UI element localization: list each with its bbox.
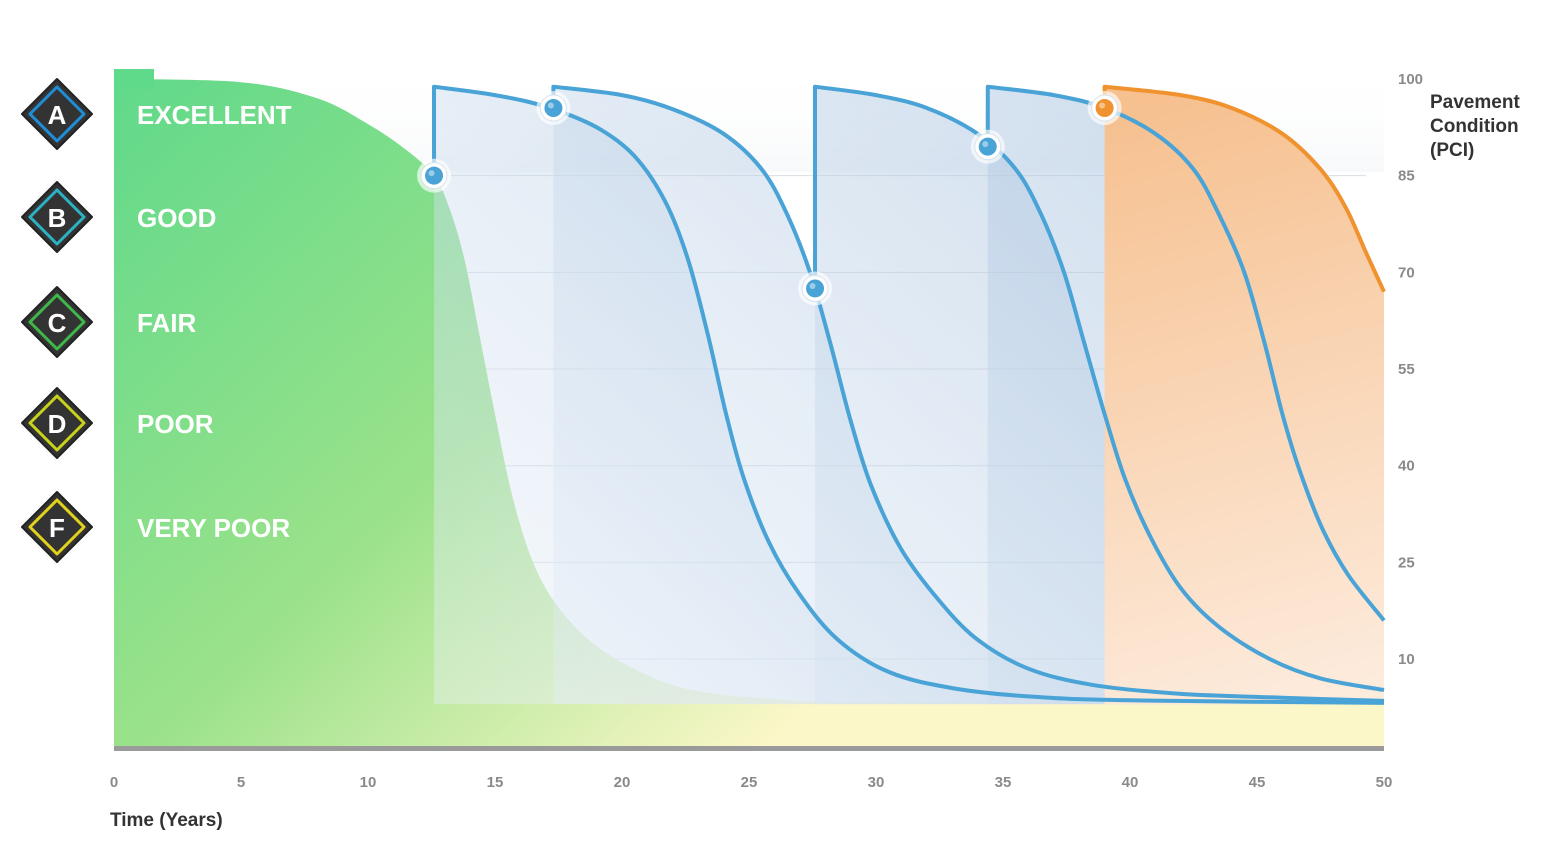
grade-badge-d-icon [21, 387, 93, 459]
base-deterioration-area [114, 69, 1384, 750]
x-axis-baseline [114, 746, 1384, 751]
y-tick-25: 25 [1398, 554, 1415, 571]
grade-label: GOOD [137, 203, 216, 233]
treatment-marker-5 [1087, 91, 1122, 126]
x-tick-45: 45 [1249, 774, 1266, 791]
y-tick-70: 70 [1398, 264, 1415, 281]
treatment-fill-3 [815, 86, 1384, 705]
treatment-marker-4 [970, 129, 1005, 164]
x-tick-30: 30 [868, 774, 885, 791]
baseline-bar [114, 746, 1384, 751]
x-tick-10: 10 [360, 774, 377, 791]
y-tick-85: 85 [1398, 168, 1415, 185]
marker-dot [425, 166, 444, 185]
treatment-marker-3 [798, 271, 833, 306]
marker-shine [982, 141, 989, 148]
grade-label: FAIR [137, 308, 196, 338]
x-tick-35: 35 [995, 774, 1012, 791]
treatment-marker-2 [536, 91, 571, 126]
grade-badge-ring [28, 293, 86, 351]
treatment-fills [434, 86, 1384, 705]
marker-dot [1095, 99, 1114, 118]
grade-badge-ring [28, 85, 86, 143]
treatment-fill-5 [1104, 86, 1384, 705]
y-axis-title-line-3: (PCI) [1430, 140, 1474, 161]
grade-badge-a-icon [21, 78, 93, 150]
grade-b: B GOOD [21, 181, 216, 253]
x-tick-0: 0 [110, 774, 118, 791]
grade-label: EXCELLENT [137, 100, 292, 130]
y-tick-100: 100 [1398, 71, 1423, 88]
grade-badge-ring [28, 188, 86, 246]
grade-d: D POOR [21, 387, 214, 459]
grade-letter: A [48, 100, 67, 130]
x-axis-title: Time (Years) [110, 810, 223, 831]
x-tick-40: 40 [1122, 774, 1139, 791]
treatment-marker-1 [417, 158, 452, 193]
x-tick-20: 20 [614, 774, 631, 791]
treatment-line-1 [432, 84, 1385, 705]
x-tick-labels: 0 5 10 15 20 25 30 35 40 45 50 [110, 774, 1393, 791]
marker-shine [428, 170, 435, 177]
treatment-lines [432, 84, 1386, 705]
grade-badge-ring [28, 394, 86, 452]
grade-a: A EXCELLENT [21, 78, 292, 150]
grade-label: POOR [137, 409, 214, 439]
x-tick-5: 5 [237, 774, 245, 791]
base-area [114, 79, 1384, 750]
grade-letter: D [48, 409, 67, 439]
grade-c: C FAIR [21, 286, 196, 358]
grade-badge-ring [28, 498, 86, 556]
treatment-line-5 [1102, 84, 1386, 293]
marker-dot [806, 279, 825, 298]
y-tick-55: 55 [1398, 361, 1415, 378]
marker-dot [978, 137, 997, 156]
grade-letter: B [48, 203, 67, 233]
treatment-line-2 [551, 84, 1385, 703]
marker-shine [1099, 102, 1106, 109]
grade-badge-c-icon [21, 286, 93, 358]
base-top-cap [114, 69, 154, 89]
svg-text:Pavement Condition (PC: Pavement Condition (PCI) [1430, 92, 1525, 161]
treatment-markers [417, 91, 1122, 306]
y-tick-labels: 10 25 40 55 70 85 100 [1398, 71, 1423, 668]
x-tick-15: 15 [487, 774, 504, 791]
treatment-fill-2 [553, 86, 1384, 705]
marker-dot [544, 99, 563, 118]
x-tick-25: 25 [741, 774, 758, 791]
grade-f: F VERY POOR [21, 491, 290, 563]
marker-shine [809, 282, 816, 289]
y-tick-40: 40 [1398, 458, 1415, 475]
treatment-line-3 [813, 84, 1385, 692]
condition-grade-labels: A EXCELLENT B GOOD C FAIR D POOR F VERY POOR [21, 78, 292, 563]
y-axis-title-line-1: Pavement [1430, 92, 1520, 113]
grade-letter: C [48, 308, 67, 338]
grade-letter: F [49, 513, 65, 543]
treatment-curves [432, 84, 1386, 705]
y-tick-10: 10 [1398, 651, 1415, 668]
y-axis-title-line-2: Condition [1430, 116, 1519, 137]
grade-badge-f-icon [21, 491, 93, 563]
grade-badge-b-icon [21, 181, 93, 253]
grade-label: VERY POOR [137, 513, 290, 543]
x-tick-50: 50 [1376, 774, 1393, 791]
marker-shine [547, 102, 554, 109]
